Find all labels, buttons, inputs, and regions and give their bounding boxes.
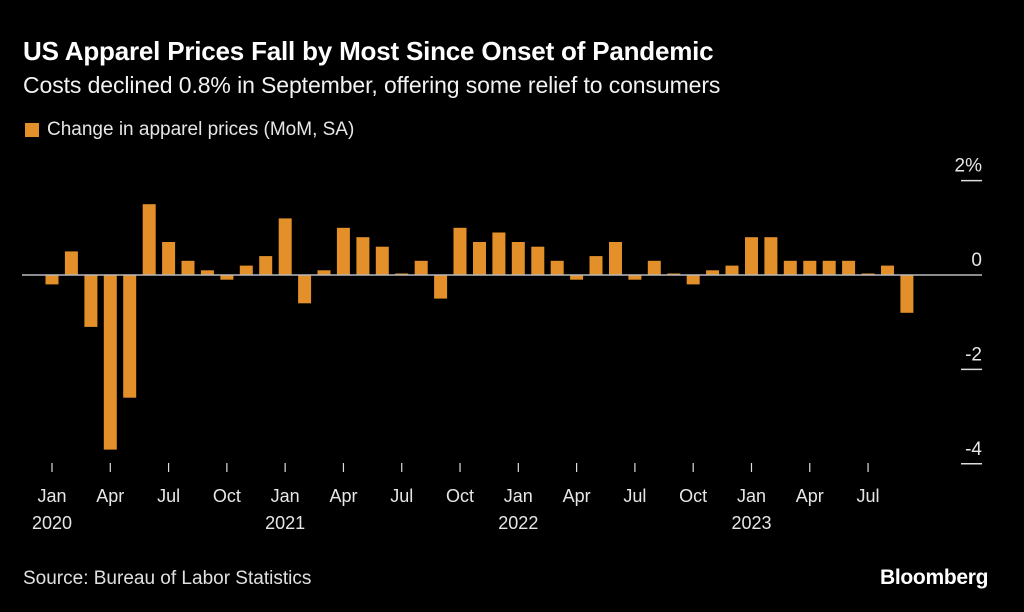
bar-2023-08 <box>881 265 894 275</box>
bar-2022-11 <box>706 270 720 275</box>
bar-2021-11 <box>473 242 486 275</box>
y-tick-label: 0 <box>971 250 982 271</box>
bar-2021-01 <box>278 218 292 275</box>
bar-2023-04 <box>803 260 817 275</box>
x-tick-label: Jul <box>623 486 646 506</box>
bar-2022-10 <box>686 275 700 285</box>
bar-2020-08 <box>181 260 195 275</box>
bar-2021-06 <box>375 246 389 275</box>
bar-2022-04 <box>570 275 584 280</box>
x-tick-label: Oct <box>213 486 241 506</box>
bar-2023-03 <box>783 260 797 275</box>
bar-2020-01 <box>45 275 59 285</box>
x-year-label: 2021 <box>265 513 305 533</box>
y-tick-label: -4 <box>965 439 982 460</box>
bar-2023-02 <box>764 237 778 275</box>
legend-label: Change in apparel prices (MoM, SA) <box>47 119 355 140</box>
source-note: Source: Bureau of Labor Statistics <box>23 568 312 589</box>
bars-group <box>45 204 914 450</box>
bar-2020-02 <box>64 251 78 275</box>
bar-2021-03 <box>317 270 331 275</box>
bar-2022-01 <box>511 242 525 275</box>
bar-2022-12 <box>725 265 739 275</box>
bar-2021-10 <box>453 227 467 275</box>
bar-2021-08 <box>414 260 428 275</box>
x-year-label: 2020 <box>32 513 72 533</box>
y-tick-label: 2% <box>955 156 983 177</box>
x-axis: Jan 2020 Apr Jul Oct Jan 2021 Apr Jul Oct Jan 2022 A… <box>32 463 880 533</box>
bar-2020-12 <box>259 256 273 275</box>
legend-swatch <box>25 123 39 137</box>
x-tick-label: Apr <box>96 486 124 506</box>
bar-2021-04 <box>336 227 350 275</box>
bar-2023-05 <box>822 260 836 275</box>
x-tick-label: Apr <box>329 486 357 506</box>
x-tick-label: Apr <box>563 486 591 506</box>
bar-2022-08 <box>647 260 661 275</box>
x-tick-label: Oct <box>679 486 707 506</box>
bar-2022-05 <box>589 256 603 275</box>
bar-2021-05 <box>356 237 370 275</box>
x-tick-label: Jan <box>737 486 766 506</box>
x-year-label: 2023 <box>731 513 771 533</box>
bar-2023-09 <box>900 275 914 313</box>
bar-2021-12 <box>492 232 506 275</box>
bloomberg-logo: Bloomberg <box>880 566 989 589</box>
x-tick-label: Jul <box>857 486 880 506</box>
x-tick-label: Jan <box>37 486 66 506</box>
x-tick-label: Jan <box>271 486 300 506</box>
chart-subtitle: Costs declined 0.8% in September, offeri… <box>23 72 721 98</box>
y-tick-label: -2 <box>965 344 982 365</box>
x-tick-label: Jan <box>504 486 533 506</box>
chart-title: US Apparel Prices Fall by Most Since Ons… <box>23 36 714 66</box>
bar-2020-07 <box>162 242 176 275</box>
bar-2020-11 <box>239 265 253 275</box>
bar-2020-10 <box>220 275 234 280</box>
legend: Change in apparel prices (MoM, SA) <box>25 119 354 141</box>
bar-2021-02 <box>298 275 312 304</box>
bar-2022-07 <box>628 275 642 280</box>
bar-2020-03 <box>84 275 98 327</box>
bar-2020-06 <box>142 204 156 275</box>
bar-2023-01 <box>745 237 758 275</box>
x-tick-label: Jul <box>157 486 180 506</box>
x-tick-label: Jul <box>390 486 413 506</box>
x-tick-label: Apr <box>796 486 824 506</box>
bar-2023-06 <box>842 260 856 275</box>
bar-2022-06 <box>609 242 622 275</box>
bar-2020-05 <box>123 275 137 398</box>
bar-2020-09 <box>200 270 214 275</box>
bar-2022-02 <box>531 246 545 275</box>
x-tick-label: Oct <box>446 486 474 506</box>
bar-2022-03 <box>550 260 564 275</box>
bar-2021-09 <box>434 275 448 299</box>
y-axis: 2% 0 -2 -4 <box>955 156 983 465</box>
x-year-label: 2022 <box>498 513 538 533</box>
bar-2020-04 <box>103 275 117 450</box>
